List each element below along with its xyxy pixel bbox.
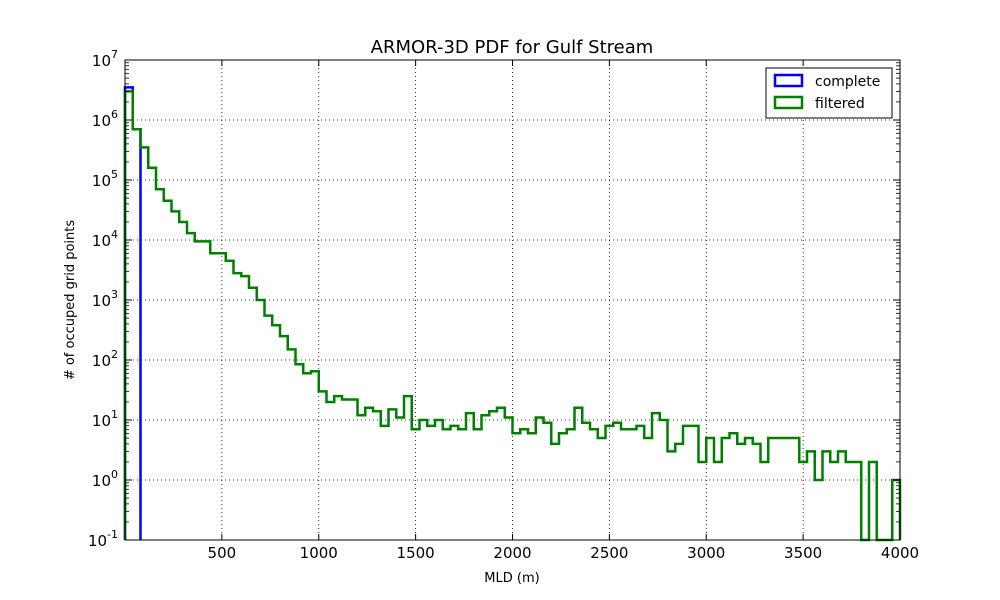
x-axis-label: MLD (m) [484,571,539,586]
y-tick-label: 100 [92,468,118,490]
axis-ticks [125,59,901,541]
y-tick-exponent: 2 [111,348,118,361]
y-tick-exponent: 6 [111,108,118,121]
y-tick-exponent: 0 [111,468,118,481]
legend-swatch-filtered [773,95,804,110]
x-tick-labels: 500 1000 1500 2000 2500 3000 3500 4000 [208,544,920,562]
x-tick-label: 4000 [881,544,919,562]
x-tick-label: 3500 [784,544,822,562]
y-tick-exponent: 1 [111,408,118,421]
y-tick-label: 101 [92,408,118,430]
grid-lines [125,60,900,540]
legend-swatch-complete [773,73,804,88]
y-tick-exponent: 5 [111,168,118,181]
x-tick-label: 1500 [397,544,435,562]
y-tick-exponent: -1 [107,528,118,541]
x-tick-label: 2500 [590,544,628,562]
plot-frame [124,59,901,541]
y-tick-exponent: 7 [111,48,118,61]
y-tick-label: 104 [92,228,118,250]
y-tick-mantissa: 10 [92,52,111,70]
y-tick-mantissa: 10 [92,112,111,130]
y-tick-label: 105 [92,168,118,190]
y-tick-label: 10-1 [88,528,118,550]
y-tick-mantissa: 10 [92,412,111,430]
y-axis-label: # of occuped grid points [63,220,78,381]
legend-box [765,67,893,119]
y-tick-mantissa: 10 [92,172,111,190]
x-tick-label: 2000 [493,544,531,562]
y-tick-label: 103 [92,288,118,310]
x-tick-label: 3000 [687,544,725,562]
y-tick-label: 107 [92,48,118,70]
y-tick-exponent: 4 [111,228,118,241]
y-tick-label: 106 [92,108,118,130]
y-tick-mantissa: 10 [92,232,111,250]
legend-label-complete: complete [815,74,880,90]
legend: complete filtered [765,67,893,119]
chart-title: ARMOR-3D PDF for Gulf Stream [371,37,654,58]
series-filtered [123,90,902,542]
x-tick-label: 500 [208,544,237,562]
x-tick-label: 1000 [300,544,338,562]
series-filtered-step-line [123,90,902,542]
legend-label-filtered: filtered [815,96,865,112]
y-tick-mantissa: 10 [92,472,111,490]
y-tick-mantissa: 10 [92,292,111,310]
y-tick-exponent: 3 [111,288,118,301]
y-tick-label: 102 [92,348,118,370]
y-tick-mantissa: 10 [88,532,107,550]
y-tick-mantissa: 10 [92,352,111,370]
